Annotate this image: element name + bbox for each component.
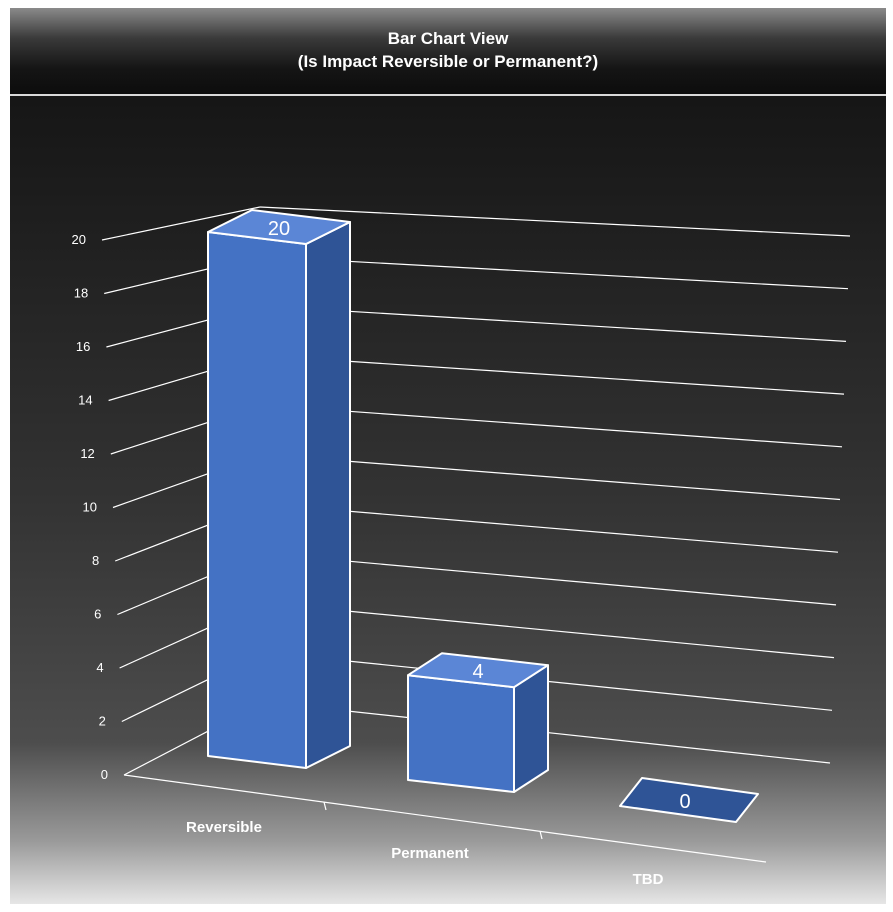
- chart-title: Bar Chart View: [387, 29, 509, 48]
- y-tick-label: 18: [74, 286, 88, 301]
- gridline-back: [261, 354, 845, 395]
- bars: [207, 209, 759, 823]
- y-tick-label: 6: [94, 607, 101, 622]
- gridline-back: [261, 453, 841, 501]
- x-tick-label: Permanent: [391, 845, 469, 862]
- data-label-permanent: 4: [472, 661, 483, 683]
- y-tick-label: 16: [76, 339, 90, 354]
- chart-subtitle: (Is Impact Reversible or Permanent?): [297, 52, 599, 71]
- bar-permanent: [407, 674, 515, 793]
- gridline-back: [262, 503, 839, 553]
- y-tick-label: 4: [96, 660, 103, 675]
- bar-top-reversible: [207, 209, 351, 245]
- chart-title-bar: Bar Chart View (Is Impact Reversible or …: [10, 8, 886, 96]
- gridline-side: [101, 206, 261, 241]
- data-label-tbd: 0: [679, 791, 690, 813]
- gridline-back: [259, 206, 851, 237]
- labels: 0 2 4 6 8 10 12 14 16 18 20 20 Reversible 4 Permanent 0…: [72, 218, 691, 888]
- gridline-back: [262, 552, 837, 606]
- bar-top-permanent: [407, 652, 549, 689]
- y-tick-label: 14: [78, 393, 92, 408]
- y-tick-label: 2: [99, 714, 106, 729]
- y-tick-label: 8: [92, 553, 99, 568]
- category-separator: [539, 830, 543, 840]
- gridline-back: [260, 305, 847, 342]
- gridline-back: [261, 404, 843, 448]
- x-tick-label: Reversible: [186, 819, 262, 836]
- y-tick-label: 0: [101, 767, 108, 782]
- y-tick-label: 10: [83, 500, 97, 515]
- x-tick-label: TBD: [633, 871, 664, 888]
- data-label-reversible: 20: [268, 218, 290, 240]
- y-tick-label: 12: [80, 446, 94, 461]
- category-separator: [323, 801, 327, 811]
- bar-top-tbd: [619, 777, 759, 823]
- floor-edge: [123, 774, 767, 863]
- gridline-back: [260, 255, 849, 290]
- bar-reversible: [207, 231, 307, 769]
- bar-side-reversible: [305, 221, 351, 769]
- y-tick-label: 20: [72, 232, 86, 247]
- gridline-back: [263, 602, 835, 659]
